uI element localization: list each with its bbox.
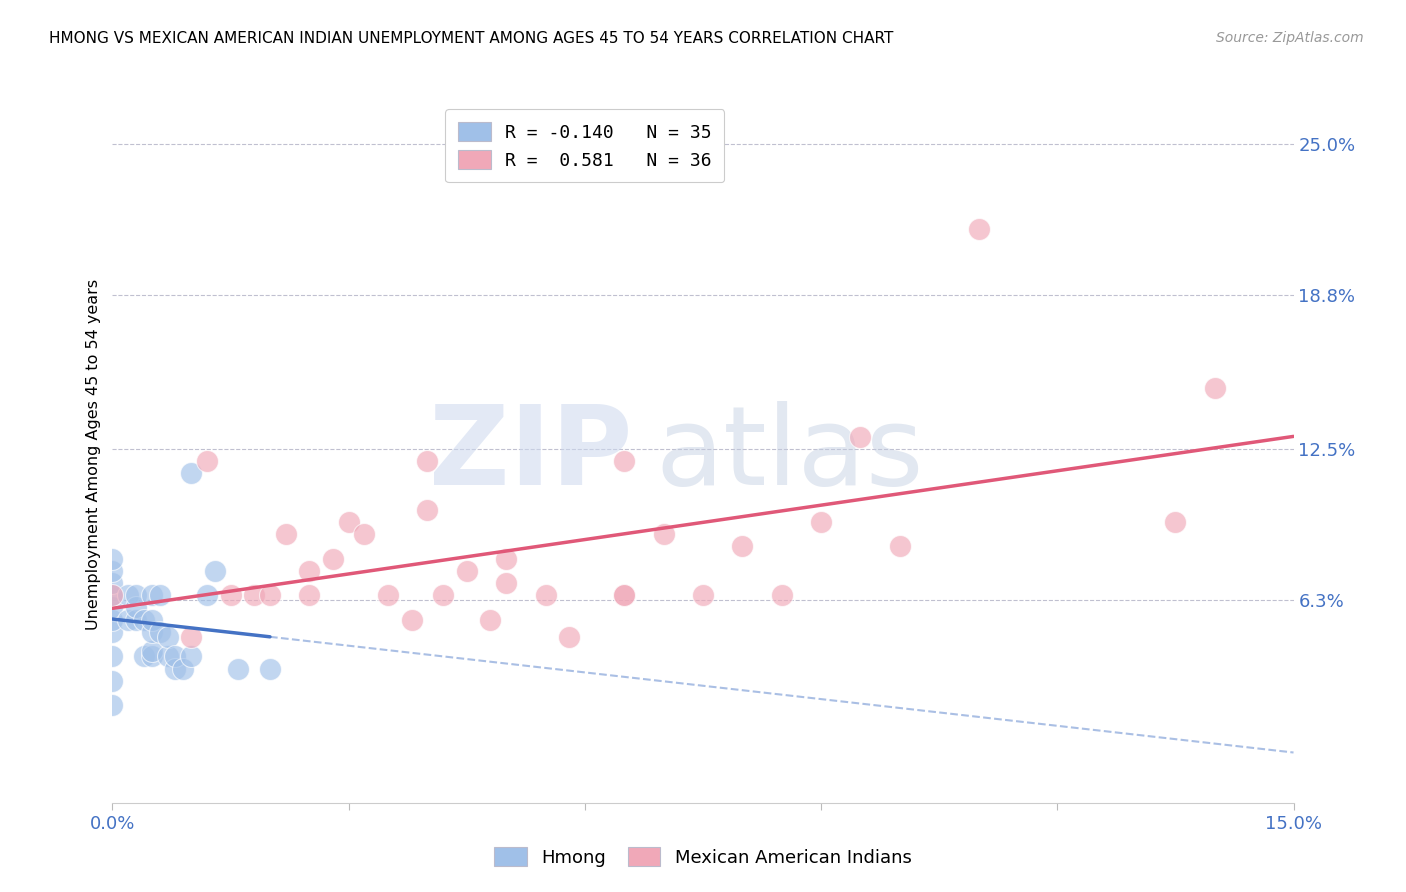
Point [125, 613, 148, 627]
Point [495, 551, 517, 566]
Point [101, 576, 124, 591]
Point [337, 515, 360, 529]
Point [101, 673, 124, 688]
Point [613, 588, 636, 602]
Point [204, 564, 226, 578]
Point [479, 613, 502, 627]
Point [456, 564, 478, 578]
Point [731, 540, 754, 554]
Point [770, 588, 793, 602]
Point [416, 454, 439, 468]
Point [180, 467, 202, 481]
Point [101, 564, 124, 578]
Point [613, 454, 636, 468]
Point [180, 649, 202, 664]
Point [298, 588, 321, 602]
Point [156, 630, 179, 644]
Point [259, 588, 281, 602]
Point [377, 588, 399, 602]
Point [149, 588, 172, 602]
Point [132, 649, 155, 664]
Point [1164, 515, 1187, 529]
Point [117, 613, 139, 627]
Point [534, 588, 557, 602]
Point [125, 600, 148, 615]
Point [141, 613, 163, 627]
Text: HMONG VS MEXICAN AMERICAN INDIAN UNEMPLOYMENT AMONG AGES 45 TO 54 YEARS CORRELAT: HMONG VS MEXICAN AMERICAN INDIAN UNEMPLO… [49, 31, 894, 46]
Point [101, 600, 124, 615]
Point [141, 588, 163, 602]
Point [652, 527, 675, 541]
Point [165, 649, 187, 664]
Point [243, 588, 266, 602]
Point [692, 588, 714, 602]
Legend: Hmong, Mexican American Indians: Hmong, Mexican American Indians [488, 839, 918, 874]
Point [141, 624, 163, 639]
Point [132, 613, 155, 627]
Point [495, 576, 517, 591]
Point [259, 661, 281, 675]
Text: ZIP: ZIP [429, 401, 633, 508]
Point [322, 551, 344, 566]
Point [141, 644, 163, 658]
Point [558, 630, 581, 644]
Point [967, 222, 990, 236]
Point [101, 698, 124, 713]
Point [141, 649, 163, 664]
Point [298, 564, 321, 578]
Y-axis label: Unemployment Among Ages 45 to 54 years: Unemployment Among Ages 45 to 54 years [86, 279, 101, 631]
Point [353, 527, 375, 541]
Point [1204, 381, 1226, 395]
Point [613, 588, 636, 602]
Point [810, 515, 832, 529]
Point [432, 588, 454, 602]
Point [401, 613, 423, 627]
Point [195, 454, 218, 468]
Point [219, 588, 242, 602]
Point [101, 551, 124, 566]
Point [101, 649, 124, 664]
Text: atlas: atlas [655, 401, 924, 508]
Text: Source: ZipAtlas.com: Source: ZipAtlas.com [1216, 31, 1364, 45]
Point [117, 588, 139, 602]
Point [101, 588, 124, 602]
Point [165, 661, 187, 675]
Point [274, 527, 297, 541]
Point [125, 588, 148, 602]
Point [195, 588, 218, 602]
Point [889, 540, 911, 554]
Point [156, 649, 179, 664]
Point [101, 624, 124, 639]
Point [172, 661, 194, 675]
Point [101, 588, 124, 602]
Point [180, 630, 202, 644]
Point [416, 503, 439, 517]
Point [149, 624, 172, 639]
Point [849, 429, 872, 443]
Point [101, 613, 124, 627]
Point [228, 661, 250, 675]
